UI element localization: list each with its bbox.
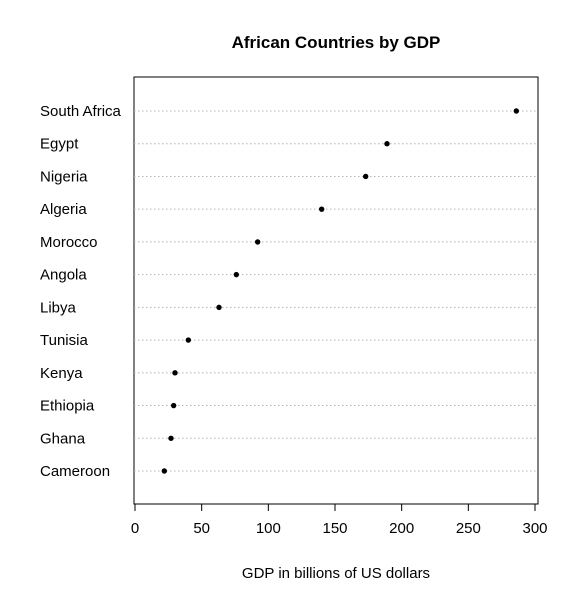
- x-tick-label: 200: [389, 520, 414, 537]
- plot-frame: [133, 76, 539, 505]
- data-point: [233, 271, 240, 278]
- data-point: [318, 206, 325, 212]
- grid-lines: [134, 110, 538, 472]
- category-label: Egypt: [40, 136, 79, 153]
- x-tick-label: 300: [522, 520, 547, 537]
- x-tick-label: 50: [193, 520, 210, 537]
- category-label: Ethiopia: [40, 398, 95, 415]
- data-point: [170, 402, 177, 409]
- category-label: Cameroon: [40, 463, 110, 480]
- x-tick-label: 0: [131, 520, 139, 537]
- data-point: [362, 173, 369, 180]
- data-point: [172, 370, 178, 376]
- category-label: Nigeria: [40, 168, 88, 185]
- x-tick-label: 100: [256, 520, 281, 537]
- data-point: [513, 108, 520, 114]
- data-points: [161, 108, 520, 474]
- category-label: South Africa: [40, 103, 122, 120]
- x-tick-label: 250: [456, 520, 481, 537]
- category-label: Libya: [40, 299, 77, 316]
- category-label: Angola: [40, 267, 87, 284]
- data-point: [161, 468, 168, 474]
- data-point: [384, 141, 390, 147]
- data-point: [185, 337, 192, 343]
- x-axis-title: GDP in billions of US dollars: [242, 565, 430, 582]
- category-label: Kenya: [40, 365, 83, 382]
- data-point: [168, 435, 174, 441]
- category-label: Ghana: [40, 430, 86, 447]
- data-point: [216, 304, 222, 311]
- x-tick-label: 150: [322, 520, 347, 537]
- x-axis: 0 50 100 150 200 250 300: [131, 503, 548, 537]
- category-label: Algeria: [40, 201, 87, 218]
- category-label: Morocco: [40, 234, 98, 251]
- category-label: Tunisia: [40, 332, 88, 349]
- data-point: [254, 239, 261, 245]
- chart-title: African Countries by GDP: [232, 33, 441, 52]
- category-labels: South Africa Egypt Nigeria Algeria Morocco An…: [40, 103, 122, 480]
